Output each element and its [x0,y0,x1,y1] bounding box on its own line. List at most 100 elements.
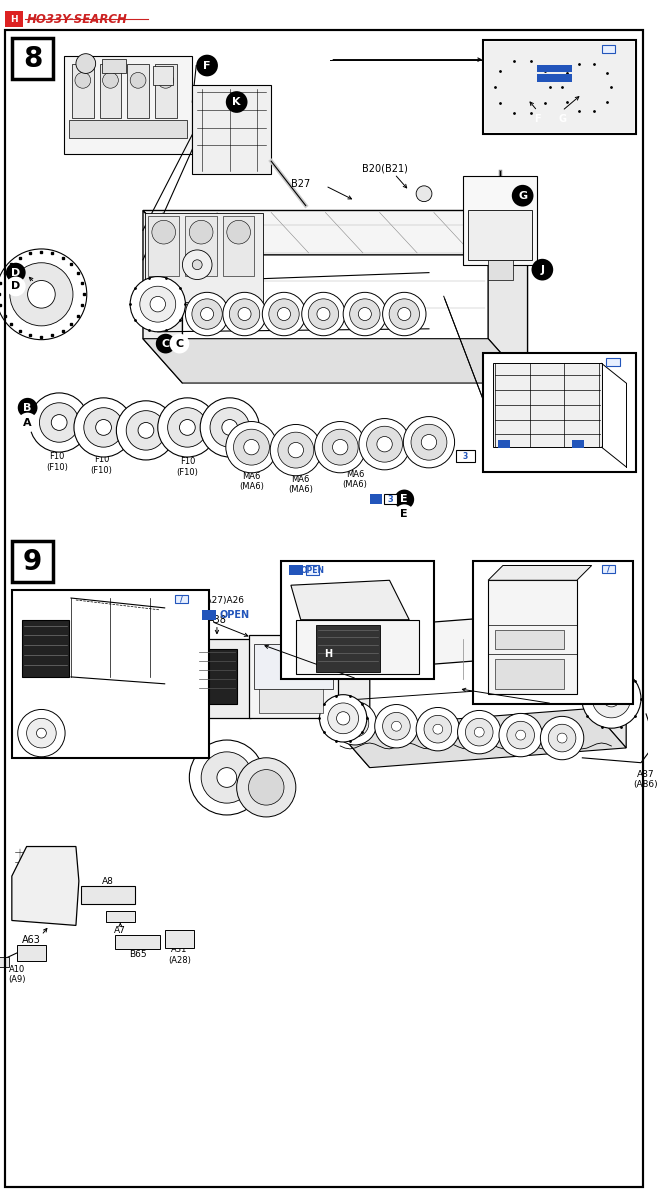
Text: A31
(A28): A31 (A28) [168,946,191,965]
Text: (A27)A26: (A27)A26 [202,595,244,605]
Circle shape [156,334,175,354]
Circle shape [367,426,403,462]
Circle shape [233,430,269,466]
Circle shape [96,420,112,436]
Bar [12,590,209,757]
Circle shape [392,721,401,731]
Circle shape [336,712,350,725]
Polygon shape [335,630,370,768]
Bar [572,440,584,448]
Text: OPEN: OPEN [301,566,325,575]
Circle shape [227,221,250,244]
Text: A87
(A86): A87 (A86) [633,769,657,790]
Text: F11
(F11): F11 (F11) [433,431,455,450]
Circle shape [196,55,218,77]
Bar [485,42,634,132]
Circle shape [18,413,37,432]
Text: F: F [203,60,211,71]
Circle shape [18,398,37,418]
Text: G: G [518,191,527,200]
Circle shape [394,504,414,524]
Text: /: / [607,44,610,53]
Circle shape [421,434,437,450]
Circle shape [126,410,166,450]
Circle shape [512,185,533,206]
Text: H: H [615,595,623,605]
Bar [296,619,419,674]
Text: X: X [616,458,623,469]
Text: F10
(F10): F10 (F10) [46,452,68,472]
Circle shape [229,299,260,329]
Bar [165,930,194,948]
Text: H: H [10,14,18,24]
Text: A63: A63 [22,935,41,946]
Circle shape [179,420,195,436]
Circle shape [277,307,290,320]
Circle shape [27,719,57,748]
Text: C: C [162,338,170,349]
Circle shape [382,293,426,336]
Bar [12,38,53,79]
Circle shape [84,408,124,448]
Circle shape [10,263,73,326]
Bar [289,565,303,575]
Circle shape [222,420,238,436]
Bar [22,619,69,677]
Circle shape [403,416,455,468]
Text: B27: B27 [291,179,310,188]
Circle shape [130,276,185,331]
Circle shape [580,80,594,94]
Text: A: A [23,418,32,427]
Bar [72,64,94,118]
Circle shape [302,293,345,336]
Circle shape [507,721,534,749]
Polygon shape [592,610,626,748]
Bar [5,11,23,28]
Circle shape [37,728,47,738]
Bar [183,640,252,719]
Bar [102,59,126,73]
Circle shape [74,398,133,457]
Circle shape [201,752,252,803]
Bar [495,630,564,649]
Bar [106,911,135,923]
Bar [250,635,338,719]
Bar [197,649,237,703]
Bar [254,644,333,689]
Text: OPEN: OPEN [220,610,250,619]
Bar [463,176,537,265]
Bar [69,120,187,138]
Bar [488,259,512,280]
Bar [81,886,135,904]
Circle shape [226,91,248,113]
Bar [260,689,323,714]
Text: B: B [24,403,32,413]
Circle shape [102,72,118,89]
Polygon shape [12,846,79,925]
Circle shape [51,415,67,431]
Bar [488,581,577,694]
Text: A81: A81 [116,611,132,619]
Circle shape [150,296,166,312]
Circle shape [433,725,443,734]
Circle shape [530,110,545,127]
Circle shape [499,714,543,757]
Circle shape [189,221,213,244]
Polygon shape [291,581,409,619]
Bar [155,64,177,118]
Circle shape [389,299,419,329]
Circle shape [28,281,55,308]
Circle shape [358,307,371,320]
Bar [306,565,319,575]
Text: MA6
(MA6): MA6 (MA6) [288,475,313,494]
Circle shape [394,490,414,509]
Circle shape [6,276,26,296]
Circle shape [319,646,337,664]
Circle shape [416,708,459,751]
Circle shape [562,62,612,112]
Circle shape [411,425,447,460]
Circle shape [200,307,214,320]
Text: X: X [142,282,150,292]
Circle shape [532,259,553,281]
Bar [483,40,636,133]
